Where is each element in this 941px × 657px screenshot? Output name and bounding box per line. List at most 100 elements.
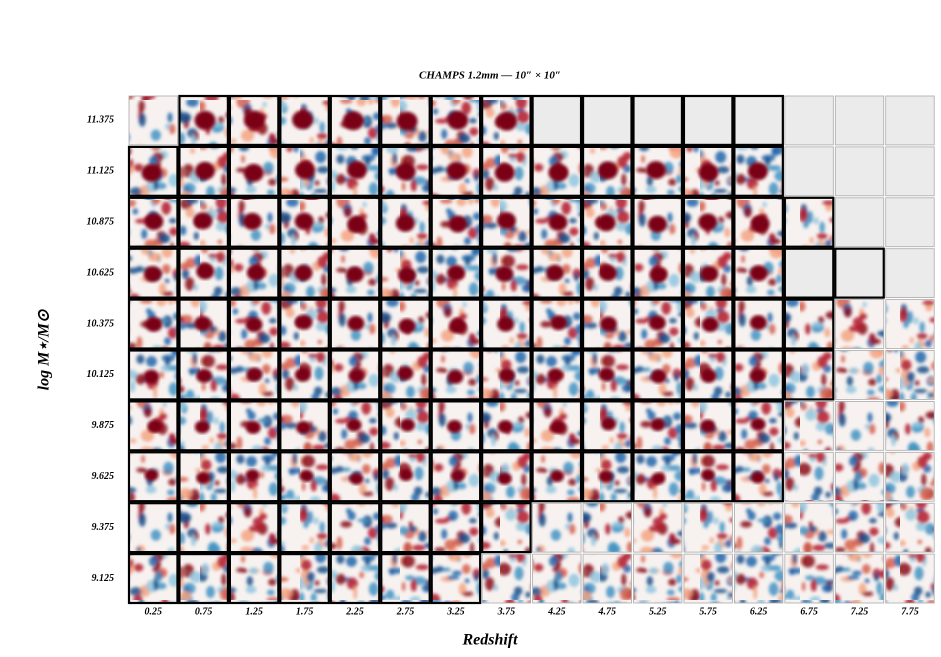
stamp-source — [194, 110, 216, 130]
stamp — [279, 298, 330, 350]
stamp — [127, 451, 179, 503]
stamp-source — [548, 163, 569, 182]
stamp — [481, 451, 532, 503]
stamp — [783, 196, 835, 248]
stamp — [481, 502, 532, 554]
stamp — [178, 349, 229, 401]
stamp-source — [397, 266, 416, 283]
stamp-source — [292, 110, 314, 130]
stamp — [834, 95, 885, 146]
stamp — [380, 196, 431, 248]
stamp-border — [834, 247, 885, 299]
stamp — [885, 248, 935, 298]
stamp-border — [228, 349, 280, 401]
stamp-source — [596, 214, 616, 232]
stamp-source — [650, 369, 667, 384]
stamp-source — [295, 161, 316, 180]
stamp-border — [481, 247, 532, 299]
stamp-image — [784, 350, 834, 400]
stamp-border — [682, 196, 734, 248]
stamp-border — [178, 552, 229, 605]
stamp-border — [430, 196, 482, 248]
x-tick-label: 5.75 — [699, 606, 717, 617]
stamp-source — [245, 420, 261, 434]
stamp-border — [531, 145, 583, 197]
stamp-image — [784, 401, 834, 451]
stamp-border — [127, 451, 179, 503]
stamp-border — [581, 349, 633, 401]
stamp-border — [834, 400, 885, 451]
stamp-border — [633, 553, 683, 604]
stamp — [834, 146, 885, 197]
stamp-source — [651, 472, 666, 485]
stamp-border — [834, 95, 885, 146]
stamp-source — [601, 417, 617, 431]
stamp-border — [632, 247, 684, 299]
stamp-border — [228, 94, 280, 147]
stamp-border — [885, 146, 935, 197]
stamp — [834, 299, 885, 349]
stamp-source — [749, 265, 768, 282]
stamp-image — [734, 554, 783, 603]
stamp-border — [581, 145, 633, 197]
x-tick-label: 7.25 — [851, 606, 869, 617]
stamp-empty — [633, 96, 682, 145]
stamp-border — [885, 248, 935, 298]
stamp-border — [784, 502, 834, 553]
stamp-border — [178, 247, 229, 299]
stamp-border — [380, 451, 431, 503]
stamp-source — [346, 418, 362, 432]
stamp-source — [700, 468, 715, 481]
y-tick-label: 10.875 — [87, 217, 115, 228]
stamp — [178, 145, 229, 197]
stamp-source — [701, 317, 719, 333]
stamp-border — [127, 298, 179, 350]
stamp-image — [330, 554, 380, 603]
stamp — [430, 298, 482, 350]
stamp-border — [682, 145, 734, 197]
stamp-border — [885, 451, 935, 502]
stamp — [228, 349, 280, 401]
stamp-border — [784, 400, 834, 451]
stamp — [683, 502, 733, 553]
stamp — [582, 502, 632, 553]
stamp-image — [229, 554, 279, 603]
x-tick-label: 0.75 — [195, 606, 213, 617]
stamp — [481, 349, 532, 401]
stamp — [380, 247, 431, 299]
stamp-empty — [784, 146, 834, 196]
stamp — [632, 298, 684, 350]
stamp-border — [430, 94, 482, 147]
stamp-border — [279, 94, 330, 147]
stamp-border — [279, 349, 330, 401]
stamp-border — [228, 145, 280, 197]
stamp-border — [734, 553, 784, 604]
stamp-border — [380, 349, 431, 401]
stamp-border — [279, 552, 330, 605]
stamp — [885, 197, 935, 248]
stamp — [329, 451, 381, 503]
stamp — [481, 145, 532, 197]
stamp-border — [380, 502, 431, 554]
stamp-source — [398, 318, 416, 334]
stamp-border — [885, 350, 935, 400]
stamp — [783, 298, 835, 350]
stamp-border — [228, 502, 280, 554]
stamp — [178, 94, 229, 147]
stamp — [430, 196, 482, 248]
stamp-border — [834, 350, 885, 400]
stamp-border — [228, 247, 280, 299]
stamp-border — [430, 247, 482, 299]
stamp-border — [430, 552, 482, 605]
stamp — [733, 94, 784, 147]
stamp-border — [885, 299, 935, 349]
stamp — [279, 196, 330, 248]
stamp-border — [885, 553, 935, 604]
stamp — [885, 146, 935, 197]
stamp-border — [127, 196, 179, 248]
stamp — [430, 502, 482, 554]
stamp-border — [279, 451, 330, 503]
stamp-source — [496, 212, 516, 230]
stamp-source — [700, 368, 717, 383]
